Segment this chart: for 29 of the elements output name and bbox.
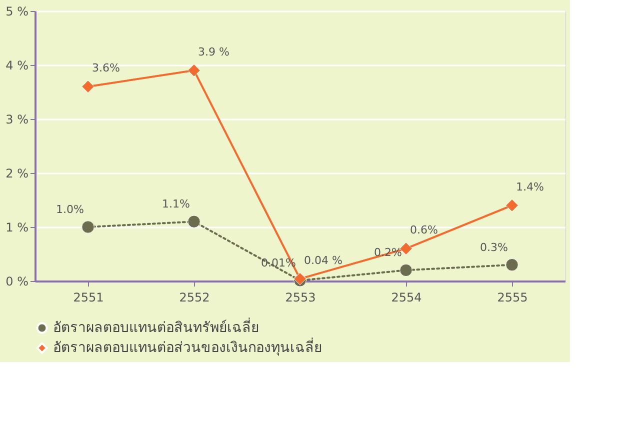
point [188, 215, 200, 228]
data-label: 0.04 % [304, 254, 342, 267]
point [188, 64, 200, 77]
legend-label: อัตราผลตอบแทนต่อส่วนของเงินกองทุนเฉลี่ย [53, 338, 322, 356]
data-label: 1.1% [162, 198, 190, 211]
data-label: 1.0% [56, 203, 84, 216]
y-tick-label: 4 % [6, 58, 28, 72]
x-tick-label: 2554 [391, 290, 422, 304]
y-tick-label: 3 % [6, 112, 28, 126]
x-tick-label: 2551 [73, 290, 104, 304]
legend-label: อัตราผลตอบแทนต่อสินทรัพย์เฉลี่ย [53, 318, 259, 336]
point [82, 220, 94, 234]
y-tick-label: 0 % [6, 274, 28, 288]
data-label: 3.6% [92, 62, 120, 75]
point [506, 199, 518, 212]
point [82, 80, 94, 93]
data-label: 0.6% [410, 224, 438, 237]
x-tick-label: 2555 [497, 290, 528, 304]
point [400, 264, 412, 277]
x-tick-label: 2552 [179, 290, 210, 304]
data-label: 1.4% [516, 180, 544, 194]
y-tick-label: 1 % [6, 220, 28, 234]
data-label: 0.3% [480, 240, 508, 254]
point [400, 242, 412, 255]
data-label: 3.9 % [198, 45, 230, 58]
y-tick-label: 2 % [6, 166, 28, 180]
point [506, 258, 518, 272]
x-tick-label: 2553 [285, 290, 316, 304]
y-tick-label: 5 % [6, 4, 28, 18]
